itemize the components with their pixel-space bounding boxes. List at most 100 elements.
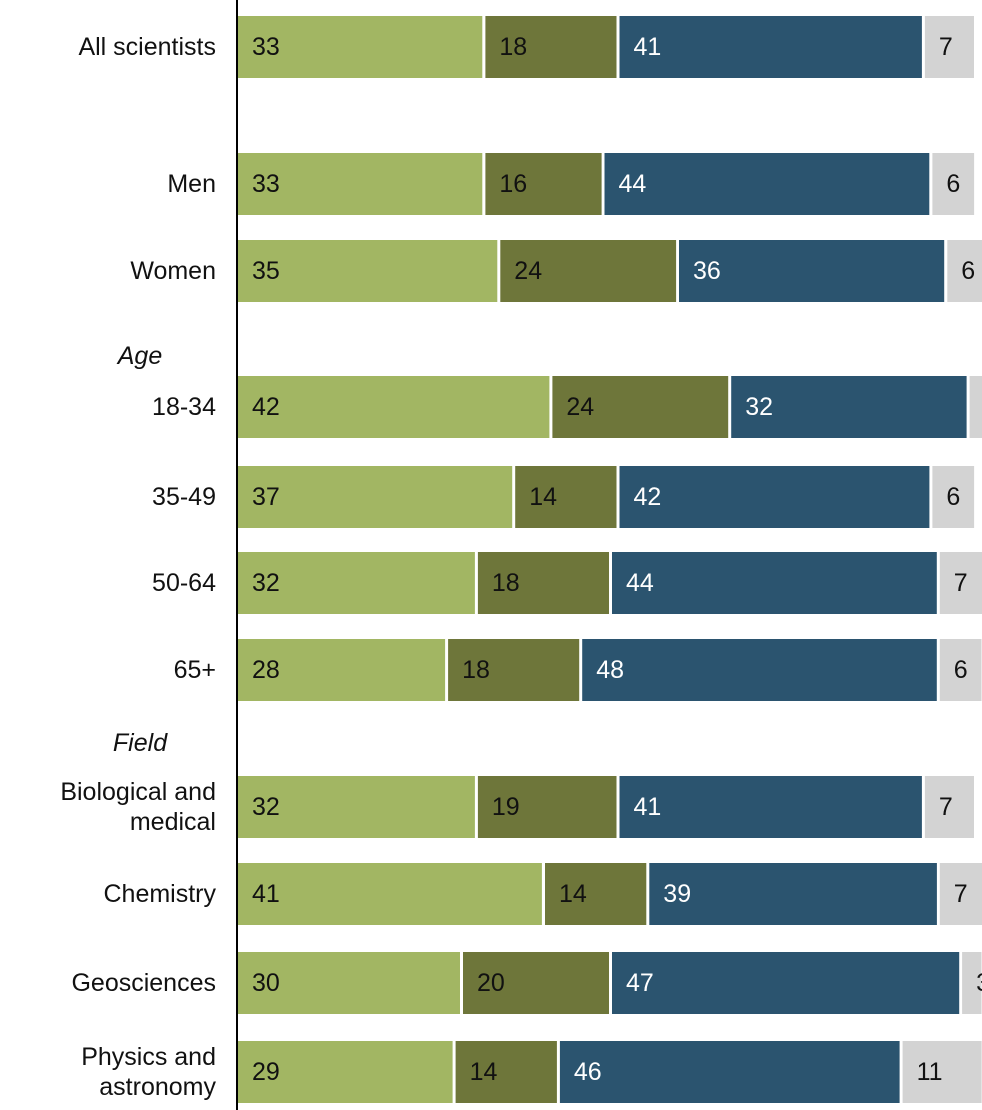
data-label: 16 <box>499 170 527 198</box>
data-label: 41 <box>634 33 662 61</box>
bar-segment-3 <box>619 16 922 78</box>
data-label: 42 <box>252 393 280 421</box>
bar-segment-2 <box>500 240 677 302</box>
bar-segment-1 <box>238 1041 453 1103</box>
data-label: 35 <box>252 257 280 285</box>
bar-segment-3 <box>612 952 960 1014</box>
data-label: 32 <box>252 793 280 821</box>
bar-segment-2 <box>463 952 609 1014</box>
data-label: 37 <box>252 483 280 511</box>
bar-segment-3 <box>619 776 922 838</box>
bar-segment-3 <box>731 376 967 438</box>
bar-segment-3 <box>582 639 937 701</box>
data-label: 33 <box>252 170 280 198</box>
bar-segment-1 <box>238 952 460 1014</box>
bar-segment-4 <box>962 952 982 1014</box>
bar-segment-2 <box>477 552 609 614</box>
data-label: 7 <box>939 793 953 821</box>
group-label-age: Age <box>116 342 162 370</box>
row-label: medical <box>130 808 216 836</box>
data-label: 39 <box>663 880 691 908</box>
bar-segment-3 <box>604 153 930 215</box>
bar-segment-4 <box>939 863 982 925</box>
data-label: 47 <box>626 969 654 997</box>
bar-segment-2 <box>477 776 617 838</box>
labels-layer: All scientists 33 18 41 7 Men 33 16 44 6 Women 35 24… <box>60 33 982 1101</box>
bar-segment-1 <box>238 240 498 302</box>
row-label: Geosciences <box>71 969 216 997</box>
bar-segment-2 <box>448 639 580 701</box>
row-label: Women <box>130 257 216 285</box>
data-label: 14 <box>470 1058 498 1086</box>
data-label: 6 <box>954 656 968 684</box>
row-label: Biological and <box>60 778 216 806</box>
data-label: 7 <box>939 33 953 61</box>
bar-segment-4 <box>924 776 974 838</box>
bar-segment-1 <box>238 153 483 215</box>
data-label: 18 <box>462 656 490 684</box>
data-label: 28 <box>252 656 280 684</box>
row-label: Chemistry <box>103 880 216 908</box>
data-label: 3 <box>976 969 982 997</box>
data-label: 41 <box>634 793 662 821</box>
bar-segment-2 <box>552 376 729 438</box>
bar-segment-1 <box>238 466 513 528</box>
data-label: 6 <box>946 170 960 198</box>
data-label: 14 <box>529 483 557 511</box>
bar-segment-1 <box>238 552 475 614</box>
data-label: 19 <box>492 793 520 821</box>
bar-segment-3 <box>679 240 945 302</box>
data-label: 44 <box>626 569 654 597</box>
row-label: 18-34 <box>152 393 216 421</box>
bar-segment-1 <box>238 376 550 438</box>
bar-segment-1 <box>238 16 483 78</box>
data-label: 24 <box>514 257 542 285</box>
row-label: astronomy <box>99 1073 216 1101</box>
data-label: 32 <box>252 569 280 597</box>
bar-segment-4 <box>939 552 982 614</box>
bar-segment-2 <box>455 1041 557 1103</box>
row-label: Men <box>167 170 216 198</box>
bar-segment-2 <box>545 863 647 925</box>
row-label: All scientists <box>78 33 216 61</box>
bar-segment-3 <box>649 863 937 925</box>
data-label: 14 <box>559 880 587 908</box>
data-label: 36 <box>693 257 721 285</box>
data-label: 30 <box>252 969 280 997</box>
bar-segment-1 <box>238 639 446 701</box>
data-label: 46 <box>574 1058 602 1086</box>
data-label: 32 <box>745 393 773 421</box>
data-label: 41 <box>252 880 280 908</box>
bar-segment-1 <box>238 776 475 838</box>
bar-segment-2 <box>485 16 617 78</box>
data-label: 7 <box>954 569 968 597</box>
data-label: 42 <box>634 483 662 511</box>
data-label: 44 <box>619 170 647 198</box>
data-label: 18 <box>492 569 520 597</box>
bar-segment-4 <box>947 240 982 302</box>
bar-segment-2 <box>485 153 602 215</box>
bar-segment-4 <box>969 376 982 438</box>
data-label: 20 <box>477 969 505 997</box>
bar-segment-3 <box>559 1041 900 1103</box>
bar-segment-3 <box>619 466 930 528</box>
bar-segment-4 <box>939 639 982 701</box>
bar-segment-4 <box>932 153 975 215</box>
bar-segment-4 <box>932 466 975 528</box>
bar-segment-1 <box>238 863 542 925</box>
data-label: 7 <box>954 880 968 908</box>
bar-segment-4 <box>902 1041 982 1103</box>
bar-segment-3 <box>612 552 937 614</box>
data-label: 24 <box>566 393 594 421</box>
data-label: 11 <box>917 1058 943 1086</box>
row-label: 65+ <box>174 656 216 684</box>
group-label-field: Field <box>113 729 168 757</box>
data-label: 6 <box>961 257 975 285</box>
data-label: 48 <box>596 656 624 684</box>
data-label: 18 <box>499 33 527 61</box>
bar-segment-2 <box>515 466 617 528</box>
row-label: 35-49 <box>152 483 216 511</box>
row-label: 50-64 <box>152 569 216 597</box>
data-label: 6 <box>946 483 960 511</box>
